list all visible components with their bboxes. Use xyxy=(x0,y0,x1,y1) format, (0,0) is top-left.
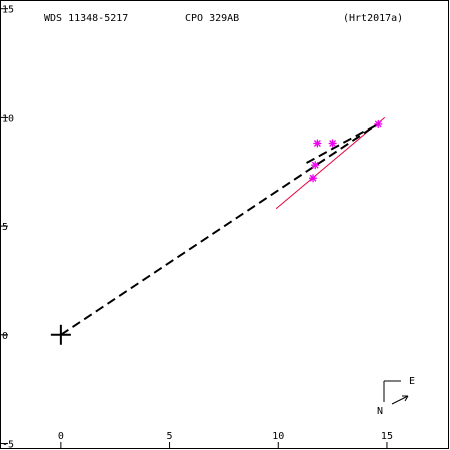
plot-marks xyxy=(50,119,383,345)
header-right: (Hrt2017a) xyxy=(343,13,403,24)
x-tick-label: 10 xyxy=(272,431,284,442)
x-tick-label: 5 xyxy=(167,431,173,442)
observation-point xyxy=(313,139,322,148)
observation-point xyxy=(309,174,318,183)
header-left: WDS 11348-5217 xyxy=(44,13,128,24)
compass-arrowhead xyxy=(402,395,409,402)
y-tick-label: 5 xyxy=(2,222,8,233)
compass-north-label: N xyxy=(377,406,383,417)
observation-point xyxy=(374,119,383,128)
compass-east-label: E xyxy=(409,376,415,387)
header-center: CPO 329AB xyxy=(185,13,239,24)
plot-lines xyxy=(60,117,386,336)
primary-star-marker xyxy=(50,324,71,345)
y-tick-label: 0 xyxy=(2,331,8,342)
x-tick-label: 15 xyxy=(381,431,393,442)
compass: E N xyxy=(377,376,415,417)
dashed-connector-line xyxy=(60,123,379,336)
y-tick-label: 15 xyxy=(2,5,14,16)
y-tick-label: -5 xyxy=(2,439,14,450)
compass-motion-arrow xyxy=(391,395,409,405)
observation-point xyxy=(311,161,320,170)
axis-ticks: 0 5 10 15 -5 0 5 10 15 xyxy=(1,5,393,450)
observation-point xyxy=(328,139,337,148)
y-tick-label: 10 xyxy=(2,113,14,124)
x-tick-label: 0 xyxy=(58,431,64,442)
